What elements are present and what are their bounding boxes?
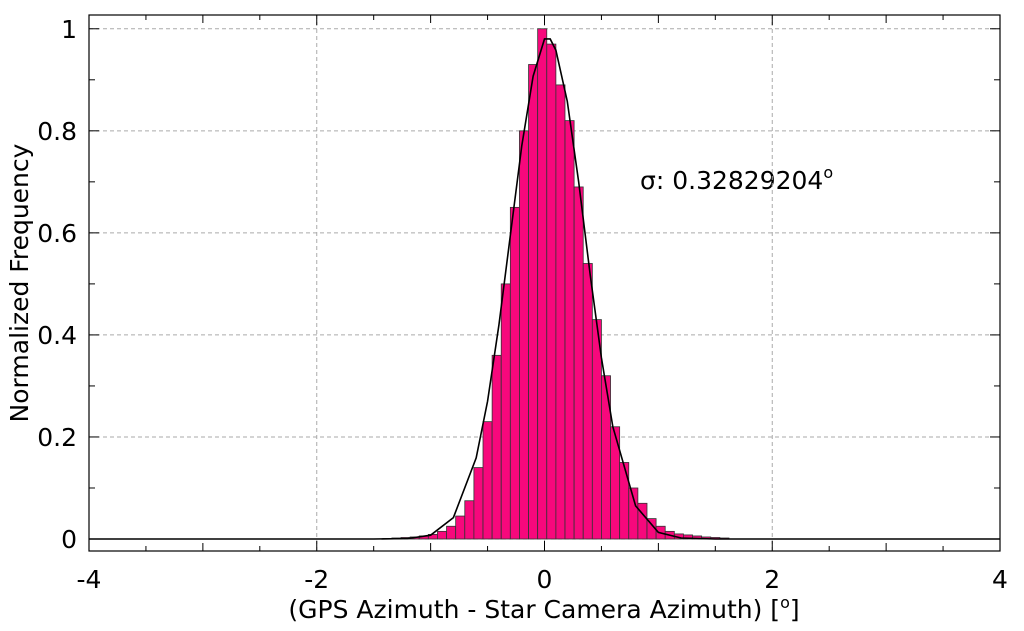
- bar: [546, 43, 557, 540]
- bar: [482, 421, 493, 540]
- x-tick-label: -4: [77, 565, 102, 594]
- bar: [437, 530, 447, 540]
- y-tick-label: 0: [61, 525, 77, 554]
- bar: [528, 64, 539, 540]
- y-axis-label: Normalized Frequency: [5, 143, 34, 422]
- bar: [500, 283, 511, 540]
- x-axis-label: (GPS Azimuth - Star Camera Azimuth) [o]: [288, 593, 799, 624]
- annotation: σ: 0.32829204o: [640, 163, 833, 195]
- bar: [491, 354, 502, 540]
- bar: [473, 467, 484, 540]
- fit-line: [89, 38, 1000, 540]
- bar: [464, 500, 475, 540]
- x-tick-label: 0: [537, 565, 553, 594]
- y-tick-label: 0.6: [37, 219, 77, 248]
- bar: [619, 462, 630, 540]
- bar: [537, 28, 548, 540]
- y-tick-label: 0.8: [37, 117, 77, 146]
- annotation-text: σ: 0.32829204: [640, 166, 823, 195]
- y-tick-label: 0.2: [37, 423, 77, 452]
- bar: [573, 186, 584, 540]
- bar: [446, 525, 457, 540]
- bar: [564, 120, 575, 540]
- x-label-text: (GPS Azimuth - Star Camera Azimuth) [: [288, 595, 780, 624]
- bar: [455, 515, 466, 540]
- x-tick-label: 2: [764, 565, 780, 594]
- y-tick-label: 0.4: [37, 321, 77, 350]
- bar: [637, 502, 648, 540]
- x-tick-label: 4: [992, 565, 1008, 594]
- bar: [509, 206, 520, 540]
- bar: [582, 263, 593, 540]
- x-tick-label: -2: [304, 565, 329, 594]
- x-label-end: ]: [790, 595, 800, 624]
- bar: [555, 84, 566, 540]
- y-tick-label: 1: [61, 15, 77, 44]
- bar: [519, 130, 529, 540]
- x-label-sup: o: [780, 593, 790, 612]
- annotation-sup: o: [823, 163, 833, 182]
